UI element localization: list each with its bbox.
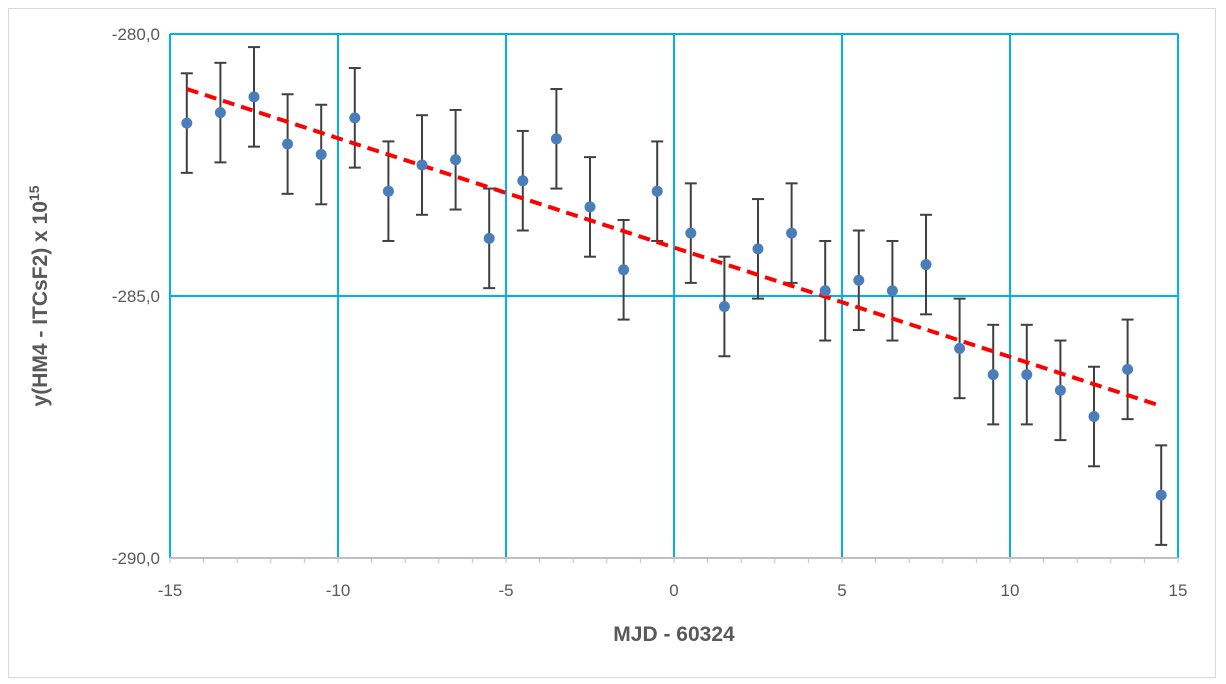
x-tick-label-0: -15 <box>158 581 183 600</box>
data-point-9 <box>483 232 495 244</box>
data-point-3 <box>282 138 294 150</box>
data-point-27 <box>1088 411 1100 423</box>
y-tick-label-0: -290,0 <box>112 549 160 568</box>
y-axis-title-exponent: 15 <box>26 185 42 201</box>
data-point-6 <box>382 185 394 197</box>
data-point-8 <box>450 154 462 166</box>
data-point-23 <box>954 342 966 354</box>
data-point-22 <box>920 259 932 271</box>
data-point-0 <box>181 117 193 129</box>
data-point-4 <box>315 149 327 161</box>
x-tick-label-5: 10 <box>1001 581 1020 600</box>
y-axis-title: y(HM4 - ITCsF2) x 1015 <box>26 185 52 406</box>
data-point-5 <box>349 112 361 124</box>
x-tick-labels: -15 -10 -5 0 5 10 15 <box>158 581 1188 600</box>
data-point-2 <box>248 91 260 103</box>
x-tick-label-4: 5 <box>837 581 846 600</box>
data-points <box>181 91 1167 501</box>
data-point-7 <box>416 159 428 171</box>
data-point-16 <box>718 300 730 312</box>
data-point-1 <box>214 107 226 119</box>
data-point-15 <box>685 227 697 239</box>
data-point-29 <box>1155 489 1167 501</box>
x-axis-title: MJD - 60324 <box>613 623 735 646</box>
y-axis-title-main: y(HM4 - ITCsF2) x 10 <box>29 201 52 406</box>
y-tick-labels: -290,0 -285,0 -280,0 <box>112 25 160 568</box>
data-point-26 <box>1054 384 1066 396</box>
data-point-25 <box>1021 369 1033 381</box>
data-point-17 <box>752 243 764 255</box>
chart-frame <box>8 8 1216 678</box>
grid-lines <box>169 33 1179 563</box>
data-point-12 <box>584 201 596 213</box>
data-point-19 <box>819 285 831 297</box>
data-point-24 <box>987 369 999 381</box>
data-point-20 <box>853 274 865 286</box>
x-tick-label-1: -10 <box>326 581 351 600</box>
x-tick-label-6: 15 <box>1169 581 1188 600</box>
data-point-21 <box>886 285 898 297</box>
y-tick-label-1: -285,0 <box>112 287 160 306</box>
data-point-18 <box>786 227 798 239</box>
data-point-13 <box>618 264 630 276</box>
data-point-14 <box>651 185 663 197</box>
data-point-10 <box>517 175 529 187</box>
x-tick-label-3: 0 <box>669 581 678 600</box>
x-tick-label-2: -5 <box>498 581 513 600</box>
y-tick-label-2: -280,0 <box>112 25 160 44</box>
data-point-11 <box>550 133 562 145</box>
data-point-28 <box>1122 363 1134 375</box>
